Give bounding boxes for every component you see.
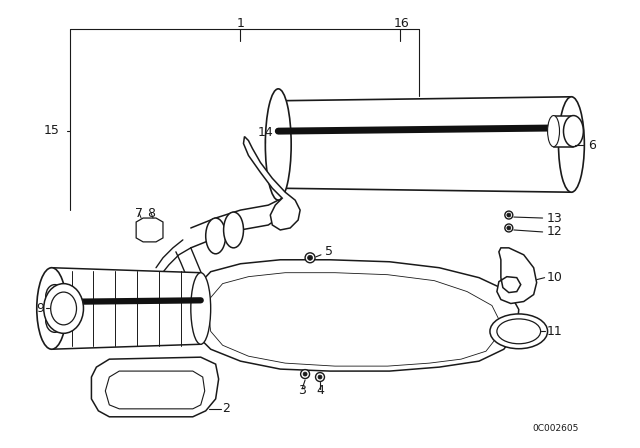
Text: 12: 12 xyxy=(547,225,563,238)
Polygon shape xyxy=(497,248,537,303)
Polygon shape xyxy=(243,137,300,230)
Polygon shape xyxy=(554,116,573,147)
Polygon shape xyxy=(106,371,205,409)
Text: 5: 5 xyxy=(325,246,333,258)
Text: 13: 13 xyxy=(547,211,563,224)
Text: 15: 15 xyxy=(44,124,60,137)
Ellipse shape xyxy=(507,226,511,230)
Text: 8: 8 xyxy=(147,207,155,220)
Text: 4: 4 xyxy=(316,384,324,397)
Polygon shape xyxy=(194,260,519,371)
Ellipse shape xyxy=(308,255,312,260)
Ellipse shape xyxy=(305,253,315,263)
Ellipse shape xyxy=(223,212,243,248)
Text: 11: 11 xyxy=(547,325,563,338)
Ellipse shape xyxy=(44,284,83,333)
Text: 1: 1 xyxy=(237,17,244,30)
Ellipse shape xyxy=(303,372,307,376)
Ellipse shape xyxy=(301,370,310,379)
Ellipse shape xyxy=(490,314,548,349)
Ellipse shape xyxy=(505,224,513,232)
Polygon shape xyxy=(92,357,219,417)
Text: 0C002605: 0C002605 xyxy=(532,424,579,433)
Ellipse shape xyxy=(548,116,559,147)
Ellipse shape xyxy=(497,319,541,344)
Text: 9: 9 xyxy=(36,302,44,315)
Ellipse shape xyxy=(191,273,211,344)
Text: 10: 10 xyxy=(547,271,563,284)
Polygon shape xyxy=(52,268,201,349)
Ellipse shape xyxy=(205,218,225,254)
Polygon shape xyxy=(136,218,163,242)
Text: 16: 16 xyxy=(394,17,410,30)
Text: 14: 14 xyxy=(257,126,273,139)
Text: 7: 7 xyxy=(135,207,143,220)
Ellipse shape xyxy=(316,373,324,382)
Text: 3: 3 xyxy=(298,384,306,397)
Ellipse shape xyxy=(505,211,513,219)
Ellipse shape xyxy=(45,309,63,332)
Ellipse shape xyxy=(36,268,67,349)
Text: 2: 2 xyxy=(223,402,230,415)
Text: 6: 6 xyxy=(588,139,596,152)
Ellipse shape xyxy=(45,284,63,309)
Ellipse shape xyxy=(507,213,511,217)
Ellipse shape xyxy=(559,97,584,192)
Ellipse shape xyxy=(266,89,291,200)
Polygon shape xyxy=(278,97,572,192)
Ellipse shape xyxy=(318,375,322,379)
Polygon shape xyxy=(209,273,499,366)
Ellipse shape xyxy=(563,116,583,147)
Ellipse shape xyxy=(51,292,77,325)
